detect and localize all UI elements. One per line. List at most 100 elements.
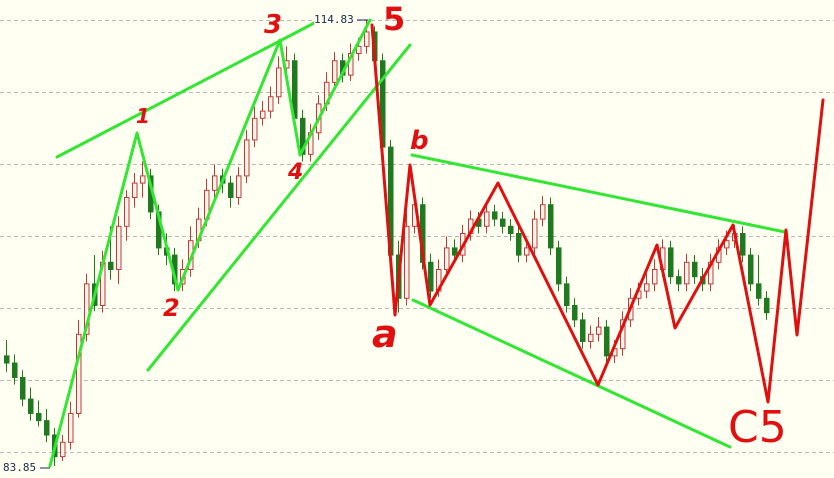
candle bbox=[4, 340, 10, 372]
candle-body bbox=[668, 247, 674, 278]
candle bbox=[764, 291, 770, 320]
candle-body bbox=[756, 283, 762, 299]
candle-body bbox=[60, 441, 66, 458]
candle bbox=[116, 216, 122, 284]
candle bbox=[36, 400, 42, 427]
candle-body bbox=[404, 225, 410, 299]
candle-body bbox=[140, 175, 146, 184]
candle-body bbox=[276, 67, 282, 98]
candle-body bbox=[644, 283, 650, 292]
candle bbox=[404, 211, 410, 306]
candle bbox=[508, 219, 514, 241]
candle bbox=[740, 226, 746, 263]
candle-body bbox=[748, 254, 754, 285]
candle bbox=[268, 86, 274, 119]
candle-body bbox=[532, 218, 538, 249]
candle-body bbox=[428, 261, 434, 292]
candle bbox=[572, 298, 578, 328]
candle-body bbox=[572, 304, 578, 321]
candle-body bbox=[444, 247, 450, 270]
candle-body bbox=[84, 283, 90, 335]
candle bbox=[588, 325, 594, 349]
candle-body bbox=[364, 31, 370, 47]
candle-body bbox=[452, 247, 458, 256]
candle-body bbox=[740, 232, 746, 256]
candle-body bbox=[684, 261, 690, 285]
impulse-wave-path bbox=[48, 18, 372, 468]
low-price-label: 83.85 bbox=[3, 461, 37, 474]
candle-body bbox=[524, 247, 530, 256]
candle bbox=[132, 173, 138, 208]
upper-channel-correction bbox=[410, 153, 787, 234]
candle bbox=[644, 273, 650, 299]
candle-body bbox=[260, 110, 266, 119]
candle-body bbox=[564, 283, 570, 306]
wave-label-2: 2 bbox=[163, 294, 180, 322]
candle-body bbox=[300, 117, 306, 155]
candle-body bbox=[28, 398, 34, 414]
candle-body bbox=[268, 96, 274, 112]
candle-body bbox=[36, 412, 42, 422]
candle bbox=[20, 370, 26, 407]
candle bbox=[604, 319, 610, 364]
candle-body bbox=[724, 240, 730, 249]
candle-body bbox=[596, 326, 602, 335]
candle bbox=[260, 101, 266, 126]
candle bbox=[60, 435, 66, 461]
candle bbox=[12, 354, 18, 385]
candle bbox=[668, 240, 674, 284]
upper-trendline-wave bbox=[55, 18, 322, 159]
candle-body bbox=[44, 420, 50, 436]
candle-body bbox=[484, 211, 490, 227]
candle bbox=[692, 255, 698, 284]
candle-body bbox=[108, 261, 114, 270]
candle bbox=[492, 204, 498, 227]
candle-body bbox=[244, 139, 250, 177]
candle bbox=[684, 253, 690, 292]
candle bbox=[212, 164, 218, 198]
candle-body bbox=[124, 197, 130, 227]
candle-body bbox=[556, 247, 562, 285]
candle bbox=[444, 236, 450, 277]
candle-body bbox=[604, 326, 610, 357]
candle-body bbox=[652, 268, 658, 285]
candle-body bbox=[692, 261, 698, 278]
candle bbox=[428, 253, 434, 299]
candle bbox=[540, 196, 546, 227]
candle bbox=[532, 210, 538, 256]
candles bbox=[4, 20, 770, 466]
wave-label-3: 3 bbox=[264, 10, 283, 40]
candle-body bbox=[332, 60, 338, 83]
wave-label-a: a bbox=[372, 312, 398, 356]
candle bbox=[124, 190, 130, 241]
candle-body bbox=[540, 204, 546, 220]
candle-body bbox=[12, 362, 18, 378]
candle bbox=[28, 387, 34, 421]
candle-body bbox=[508, 225, 514, 234]
candle bbox=[44, 409, 50, 443]
candle-body bbox=[4, 355, 10, 364]
wave-label-4: 4 bbox=[288, 160, 304, 185]
candle-body bbox=[20, 376, 26, 400]
candle bbox=[276, 56, 282, 104]
candle bbox=[252, 106, 258, 148]
wave-label-1: 1 bbox=[136, 104, 150, 128]
candle-body bbox=[76, 333, 82, 414]
candle-body bbox=[676, 276, 682, 285]
candle bbox=[556, 240, 562, 292]
candle bbox=[580, 312, 586, 349]
candle bbox=[76, 319, 82, 418]
candle bbox=[756, 255, 762, 306]
candle bbox=[140, 161, 146, 198]
candle-body bbox=[116, 225, 122, 270]
wave-label-c5: C5 bbox=[728, 402, 787, 453]
candle-body bbox=[356, 45, 362, 55]
candle-body bbox=[492, 211, 498, 220]
candle-body bbox=[212, 175, 218, 191]
wave-label-b: b bbox=[410, 126, 429, 156]
candle bbox=[596, 316, 602, 342]
candle bbox=[236, 167, 242, 205]
candle bbox=[548, 197, 554, 256]
candle-body bbox=[228, 182, 234, 199]
